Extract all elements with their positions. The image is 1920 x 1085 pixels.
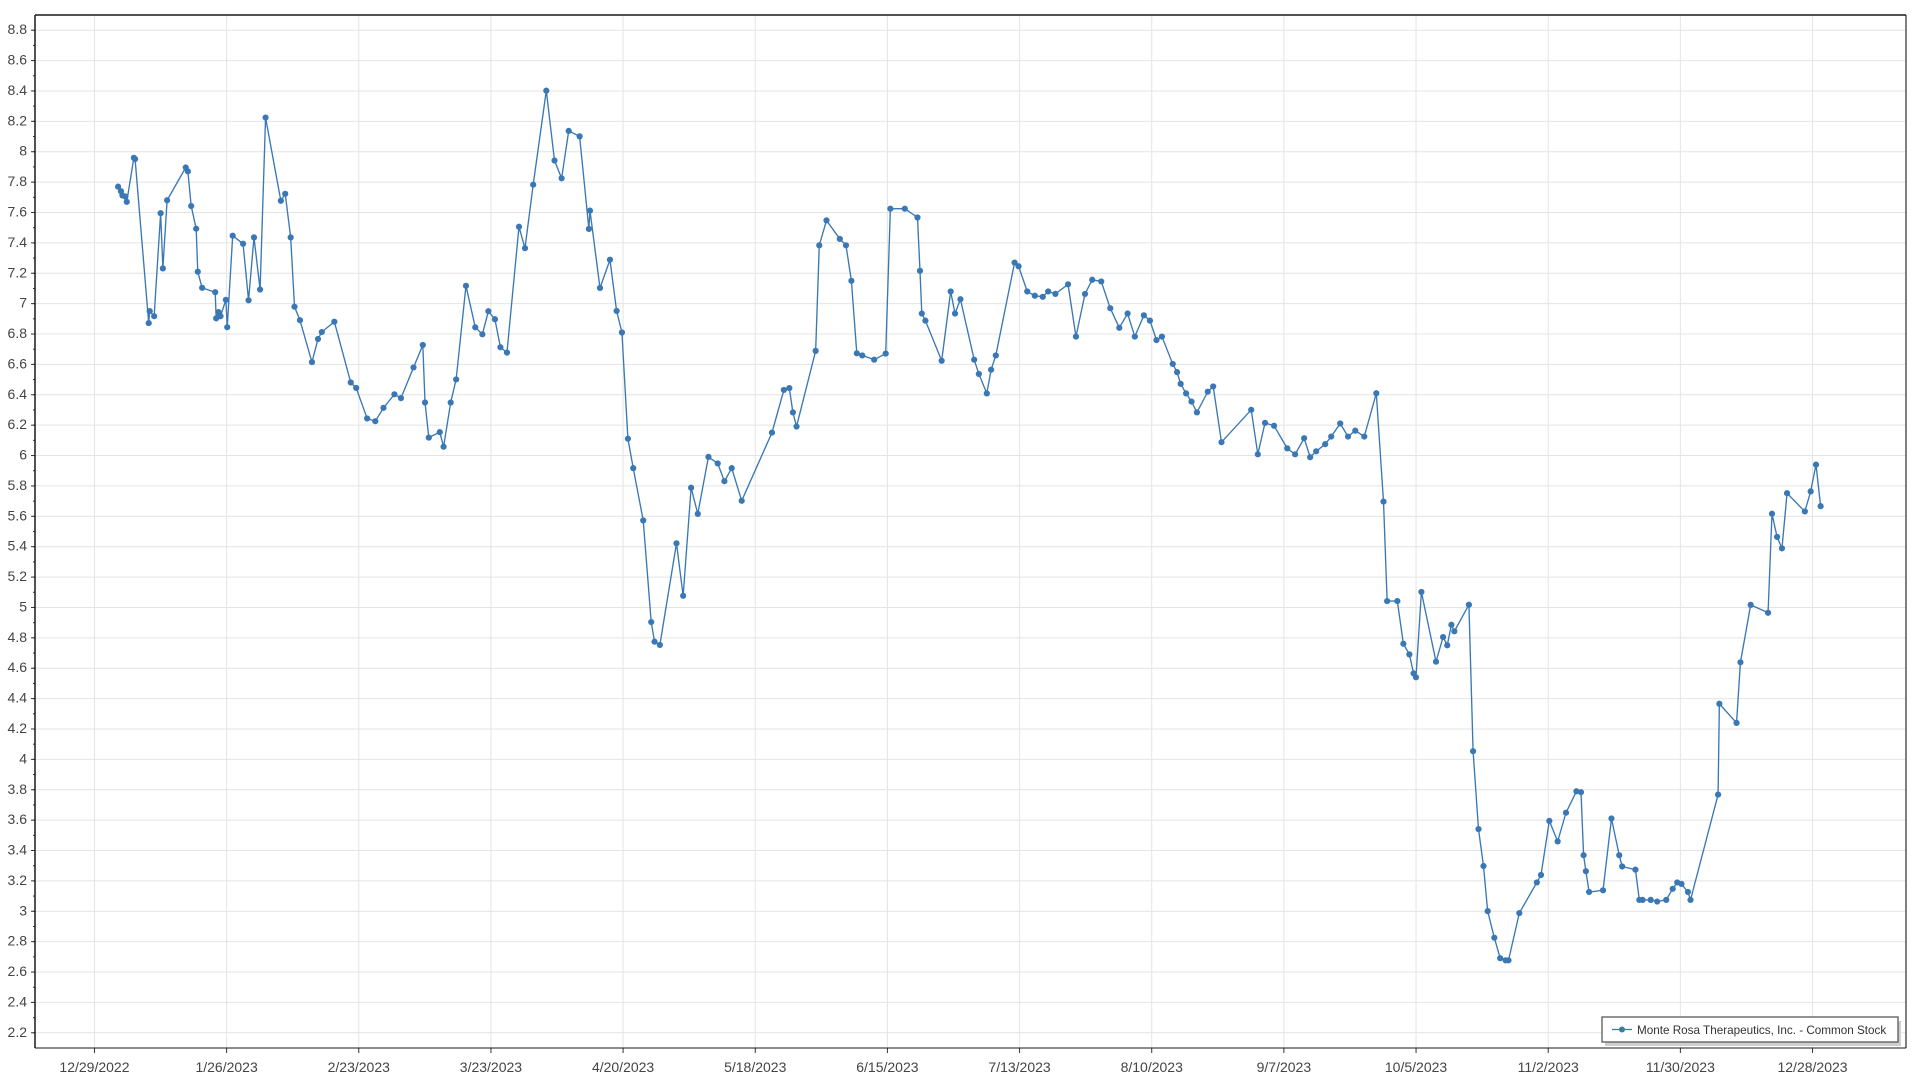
svg-text:8: 8 (19, 143, 27, 159)
svg-text:5.4: 5.4 (8, 538, 28, 554)
svg-text:2.2: 2.2 (8, 1024, 28, 1040)
svg-text:3: 3 (19, 902, 27, 918)
svg-text:4.4: 4.4 (8, 690, 28, 706)
svg-text:4: 4 (19, 750, 27, 766)
svg-text:3.4: 3.4 (8, 842, 28, 858)
svg-text:7/13/2023: 7/13/2023 (988, 1059, 1050, 1075)
svg-text:4.2: 4.2 (8, 720, 28, 736)
svg-text:7.6: 7.6 (8, 203, 28, 219)
svg-text:4.8: 4.8 (8, 629, 28, 645)
svg-text:2.8: 2.8 (8, 933, 28, 949)
svg-text:3.6: 3.6 (8, 811, 28, 827)
svg-text:1/26/2023: 1/26/2023 (195, 1059, 257, 1075)
svg-text:11/30/2023: 11/30/2023 (1646, 1059, 1715, 1075)
svg-text:5: 5 (19, 598, 27, 614)
svg-text:10/5/2023: 10/5/2023 (1385, 1059, 1447, 1075)
svg-text:2.4: 2.4 (8, 993, 28, 1009)
svg-text:6.4: 6.4 (8, 386, 28, 402)
svg-text:3/23/2023: 3/23/2023 (460, 1059, 522, 1075)
svg-text:6.2: 6.2 (8, 416, 28, 432)
svg-text:7.4: 7.4 (8, 234, 28, 250)
svg-text:8.6: 8.6 (8, 52, 28, 68)
svg-text:11/2/2023: 11/2/2023 (1518, 1059, 1579, 1075)
svg-text:6/15/2023: 6/15/2023 (856, 1059, 918, 1075)
svg-text:8/10/2023: 8/10/2023 (1121, 1059, 1183, 1075)
svg-text:6.8: 6.8 (8, 325, 28, 341)
svg-text:4/20/2023: 4/20/2023 (592, 1059, 654, 1075)
svg-text:9/7/2023: 9/7/2023 (1257, 1059, 1312, 1075)
svg-text:2.6: 2.6 (8, 963, 28, 979)
svg-text:8.4: 8.4 (8, 82, 28, 98)
svg-text:5/18/2023: 5/18/2023 (724, 1059, 786, 1075)
svg-text:7: 7 (19, 295, 27, 311)
svg-text:2/23/2023: 2/23/2023 (328, 1059, 390, 1075)
svg-text:8.8: 8.8 (8, 21, 28, 37)
svg-text:12/29/2022: 12/29/2022 (59, 1059, 129, 1075)
svg-text:5.6: 5.6 (8, 507, 28, 523)
svg-text:Monte Rosa Therapeutics, Inc.: Monte Rosa Therapeutics, Inc. - Common S… (1637, 1024, 1886, 1037)
svg-text:12/28/2023: 12/28/2023 (1777, 1059, 1847, 1075)
svg-text:8.2: 8.2 (8, 112, 28, 128)
svg-text:5.8: 5.8 (8, 477, 28, 493)
svg-text:5.2: 5.2 (8, 568, 28, 584)
svg-text:6: 6 (19, 447, 27, 463)
svg-text:4.6: 4.6 (8, 659, 28, 675)
svg-text:3.8: 3.8 (8, 781, 28, 797)
svg-text:3.2: 3.2 (8, 872, 28, 888)
svg-text:6.6: 6.6 (8, 355, 28, 371)
svg-text:7.2: 7.2 (8, 264, 28, 280)
svg-text:7.8: 7.8 (8, 173, 28, 189)
